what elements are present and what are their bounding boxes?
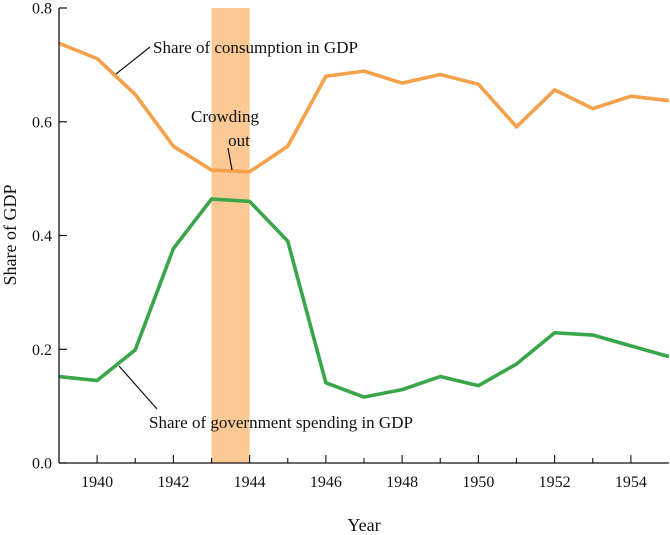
y-tick-label: 0.8 [32, 1, 52, 18]
x-axis-title: Year [347, 515, 380, 535]
government-spending-share-line [58, 197, 670, 399]
axis-ticks [59, 7, 632, 464]
government-label-leader [118, 365, 158, 410]
x-tick-label: 1940 [81, 474, 113, 491]
y-tick-label: 0.4 [32, 228, 52, 245]
consumption-series-label: Share of consumption in GDP [153, 38, 358, 57]
crowding-out-label-line2: out [228, 131, 250, 150]
x-tick-label: 1952 [539, 474, 571, 491]
x-tick-label: 1942 [157, 474, 189, 491]
x-tick-label: 1954 [615, 474, 647, 491]
y-axis-title: Share of GDP [0, 185, 20, 286]
crowding-out-leader [227, 147, 233, 171]
tick-labels: 0.0 0.2 0.4 0.6 0.8 1940 1942 1944 1946 1948 1950 1… [32, 1, 647, 492]
x-tick-label: 1946 [310, 474, 342, 491]
crowding-out-label-line1: Crowding [191, 107, 260, 126]
crowding-out-shaded-region [211, 8, 250, 463]
x-tick-label: 1944 [234, 474, 266, 491]
consumption-label-leader [115, 46, 151, 75]
y-tick-label: 0.0 [32, 456, 52, 473]
government-series-label: Share of government spending in GDP [149, 413, 413, 432]
x-tick-label: 1950 [462, 474, 494, 491]
series-layer [58, 41, 670, 399]
y-tick-label: 0.6 [32, 114, 52, 131]
x-tick-label: 1948 [386, 474, 418, 491]
y-tick-label: 0.2 [32, 342, 52, 359]
consumption-share-line [58, 41, 670, 174]
